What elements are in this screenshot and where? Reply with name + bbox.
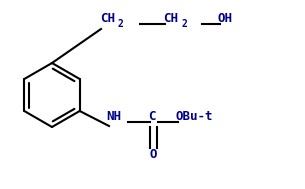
Text: CH: CH (163, 12, 178, 25)
Text: 2: 2 (118, 19, 124, 29)
Text: OH: OH (218, 12, 233, 25)
Text: C: C (148, 111, 156, 123)
Text: NH: NH (106, 111, 121, 123)
Text: OBu-t: OBu-t (176, 111, 214, 123)
Text: 2: 2 (181, 19, 187, 29)
Text: O: O (149, 149, 157, 161)
Text: CH: CH (100, 12, 115, 25)
